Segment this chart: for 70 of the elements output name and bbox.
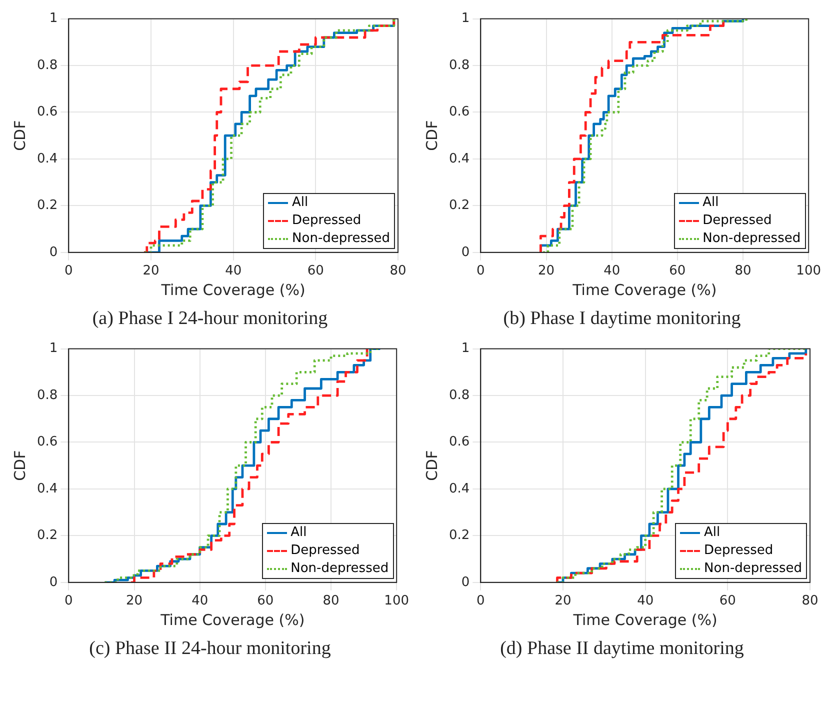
y-tick-label: 0.8 [36,58,58,73]
y-tick-label: 0.8 [448,58,470,73]
y-tick-label: 0.2 [36,528,58,544]
y-axis-title: CDF [10,120,29,151]
x-tick-label: 0 [64,594,73,609]
y-tick-label: 0.2 [36,198,58,214]
y-tick-label: 0.2 [448,198,470,214]
y-tick-label: 0 [49,244,58,260]
y-tick-label: 0.4 [448,151,470,166]
x-tick-label: 80 [802,594,818,609]
legend-label: Depressed [704,542,774,560]
x-tick-label: 80 [390,264,406,279]
legend-label: Depressed [702,212,772,230]
y-tick-label: 0 [461,574,470,590]
x-tick-label: 0 [64,264,73,279]
x-tick-label: 60 [257,594,274,609]
x-tick-label: 20 [126,594,143,609]
legend-label: Non-depressed [292,230,390,248]
y-tick-label: 0.6 [36,104,58,120]
y-tick-label: 0 [461,244,470,260]
text: (d) Phase II daytime monitoring [499,638,745,660]
y-tick-label: 0.6 [36,434,58,450]
y-axis-title: CDF [422,120,441,151]
x-axis-title: Time Coverage (%) [160,610,305,629]
y-tick-label: 1 [49,11,58,26]
y-tick-label: 0.4 [448,481,470,496]
legend-label: Non-depressed [702,230,801,248]
y-tick-label: 0.8 [36,388,58,403]
x-tick-label: 40 [225,264,242,279]
x-axis-title: Time Coverage (%) [160,280,306,299]
x-tick-label: 0 [476,594,485,609]
x-tick-label: 100 [796,264,822,279]
legend-label: Non-depressed [704,560,802,578]
text: (a) Phase I 24-hour monitoring [91,308,329,330]
legend-label: All [290,524,307,542]
y-axis-title: CDF [10,450,29,481]
legend-label: Depressed [290,542,360,560]
x-tick-label: 60 [307,264,324,279]
y-tick-label: 0.8 [448,388,470,403]
legend-label: Non-depressed [290,560,389,578]
x-tick-label: 100 [384,594,410,609]
x-tick-label: 80 [734,264,752,279]
legend-label: All [702,194,719,212]
x-tick-label: 40 [604,264,620,279]
x-tick-label: 80 [322,594,340,609]
x-tick-label: 40 [637,594,654,609]
legend-label: All [292,194,308,212]
x-tick-label: 60 [669,264,686,279]
x-tick-label: 20 [142,264,160,279]
y-tick-label: 1 [49,341,58,356]
y-tick-label: 0.6 [448,434,470,450]
x-tick-label: 20 [538,264,555,279]
x-axis-title: Time Coverage (%) [572,610,718,629]
text: (c) Phase II 24-hour monitoring [88,638,332,660]
y-axis-title: CDF [422,450,441,481]
text: (b) Phase I daytime monitoring [502,308,742,330]
y-tick-label: 1 [461,11,470,26]
legend-label: Depressed [292,212,362,230]
y-tick-label: 0 [49,574,58,590]
y-tick-label: 1 [461,341,470,356]
legend-label: All [704,524,720,542]
y-tick-label: 0.6 [448,104,470,120]
y-tick-label: 0.2 [448,528,470,544]
x-tick-label: 60 [719,594,736,609]
x-tick-label: 0 [476,264,485,279]
x-tick-label: 40 [192,594,208,609]
y-tick-label: 0.4 [36,151,58,166]
y-tick-label: 0.4 [36,481,58,496]
x-axis-title: Time Coverage (%) [572,280,717,299]
x-tick-label: 20 [554,594,572,609]
